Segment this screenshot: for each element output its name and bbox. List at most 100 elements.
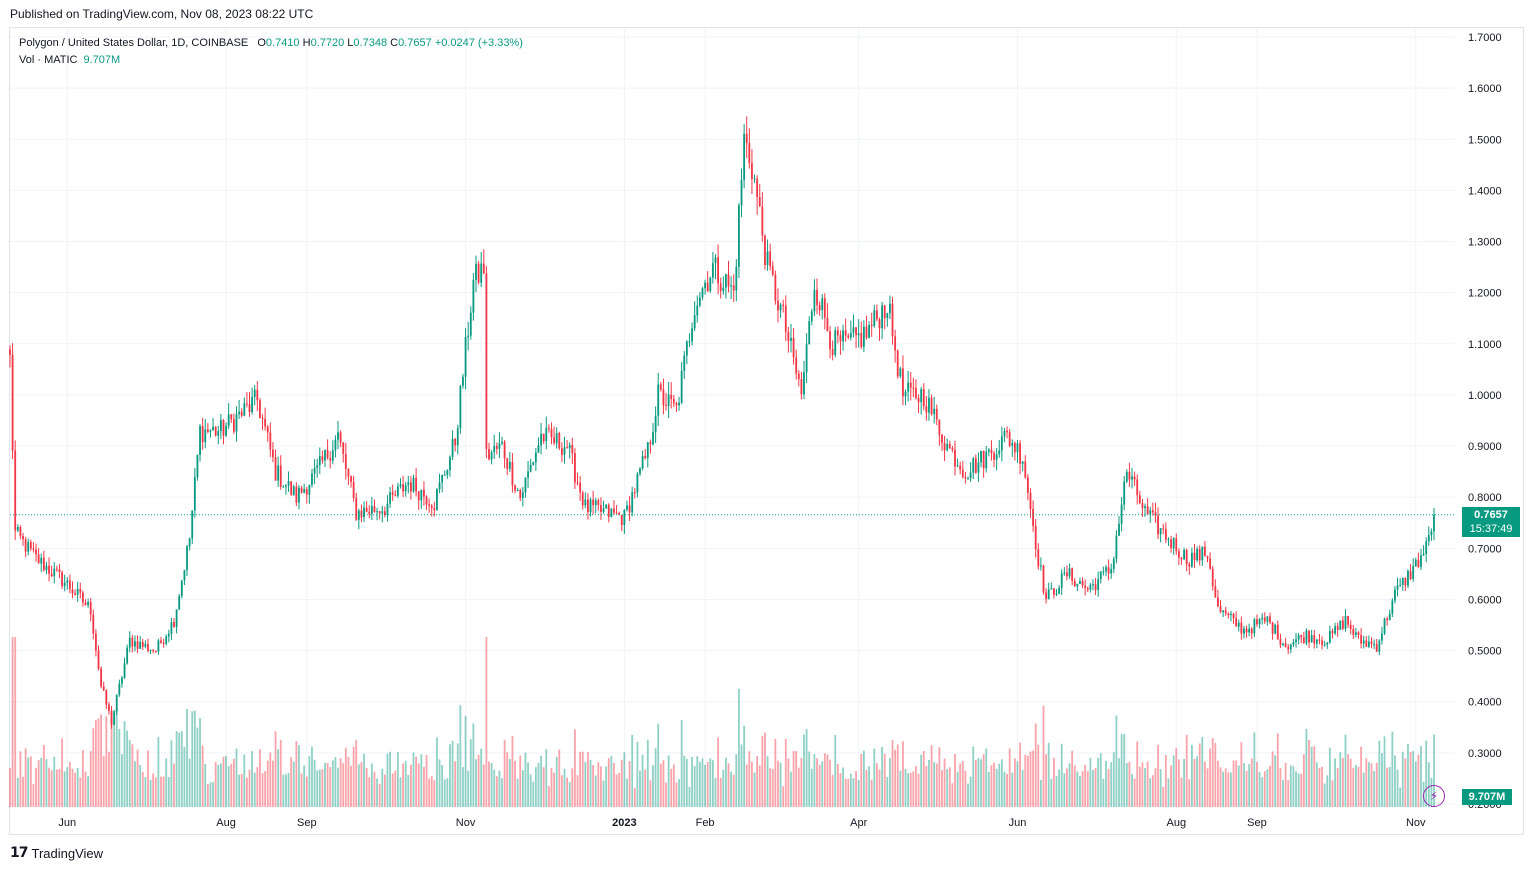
volume-bar (1120, 734, 1123, 807)
candle-body (1123, 481, 1126, 505)
volume-bar (524, 752, 527, 807)
candle-body (285, 485, 287, 487)
candle-body (795, 357, 798, 374)
candle-body (493, 446, 496, 453)
candle-body (1245, 628, 1248, 633)
candle-body (1180, 557, 1183, 560)
candle-body (352, 481, 355, 498)
volume-bar (360, 761, 363, 807)
candle-body (68, 580, 71, 590)
candle-body (113, 711, 116, 725)
chart-frame[interactable] (9, 27, 1524, 835)
candle-body (558, 433, 561, 449)
candle-body (875, 310, 878, 320)
candle-body (454, 438, 457, 446)
candle-body (1347, 615, 1350, 625)
candle-body (620, 515, 623, 525)
high-value: 0.7720 (310, 37, 345, 49)
footer-brand: TradingView (31, 845, 104, 861)
volume-bar (1073, 765, 1076, 807)
volume-bar (771, 769, 774, 807)
volume-bar (1263, 771, 1266, 807)
volume-bar (467, 770, 470, 807)
candle-body (644, 456, 647, 458)
candle-body (391, 492, 394, 495)
volume-bar (217, 764, 220, 807)
volume-bar (1039, 779, 1042, 807)
candle-body (1323, 644, 1326, 646)
volume-bar (311, 746, 313, 807)
candle-body (121, 677, 123, 684)
candle-body (1050, 588, 1053, 590)
volume-bar (881, 747, 884, 807)
volume-bar (1003, 771, 1006, 807)
volume-bar (1037, 744, 1040, 807)
volume-bar (1253, 732, 1256, 807)
candle-body (191, 510, 194, 539)
volume-bar (1024, 754, 1027, 807)
volume-bar (152, 773, 155, 807)
candle-body (542, 433, 545, 442)
volume-bar (870, 779, 873, 807)
candle-body (1167, 539, 1170, 541)
candle-body (784, 305, 787, 332)
candle-body (1375, 644, 1378, 652)
lightning-icon[interactable]: ⚡ (1423, 785, 1445, 807)
volume-bar (1214, 742, 1217, 807)
candle-body (743, 133, 746, 180)
candle-body (993, 453, 995, 460)
volume-bar (245, 777, 248, 807)
candle-body (579, 482, 582, 493)
volume-bar (987, 771, 990, 807)
candle-body (735, 266, 738, 291)
candle-body (209, 430, 212, 432)
candle-body (134, 641, 136, 647)
volume-bar (985, 748, 988, 807)
volume-bar (831, 774, 834, 807)
candle-body (680, 370, 683, 403)
volume-bar (628, 761, 631, 807)
candle-body (553, 437, 555, 444)
candle-body (170, 621, 173, 634)
candle-body (339, 432, 342, 443)
volume-bar (423, 766, 425, 807)
volume-bar (873, 748, 876, 807)
volume-bar (839, 773, 842, 807)
volume-bar (878, 769, 881, 807)
volume-bar (1276, 733, 1279, 807)
volume-bar (1308, 739, 1310, 807)
volume-bar (214, 762, 217, 807)
candle-body (149, 650, 152, 652)
candle-body (316, 465, 319, 468)
volume-bar (42, 744, 45, 807)
candle-body (1219, 606, 1222, 613)
volume-bar (1144, 768, 1146, 807)
candle-body (1352, 628, 1355, 635)
candle-body (243, 403, 246, 416)
candle-body (1164, 529, 1167, 540)
volume-bar (607, 758, 610, 807)
volume-bar (480, 748, 483, 807)
candle-body (9, 349, 11, 355)
volume-bar (1086, 771, 1089, 807)
volume-bar (961, 760, 964, 807)
ohlc-legend-row: Polygon / United States Dollar, 1D, COIN… (19, 35, 523, 52)
candle-body (881, 305, 884, 329)
volume-bar (756, 756, 759, 807)
volume-bar (199, 718, 201, 807)
candle-body (370, 506, 373, 514)
candle-body (79, 588, 82, 593)
volume-bar (370, 763, 373, 807)
volume-bar (1123, 733, 1126, 807)
volume-bar (1328, 747, 1331, 807)
volume-bar (1071, 750, 1074, 807)
volume-bar (836, 764, 839, 807)
candle-body (1300, 635, 1303, 638)
candle-body (1094, 584, 1097, 591)
volume-bar (1136, 741, 1139, 807)
volume-bar (930, 745, 933, 807)
candle-body (623, 509, 626, 525)
candle-body (527, 471, 529, 478)
candle-body (1045, 592, 1048, 600)
